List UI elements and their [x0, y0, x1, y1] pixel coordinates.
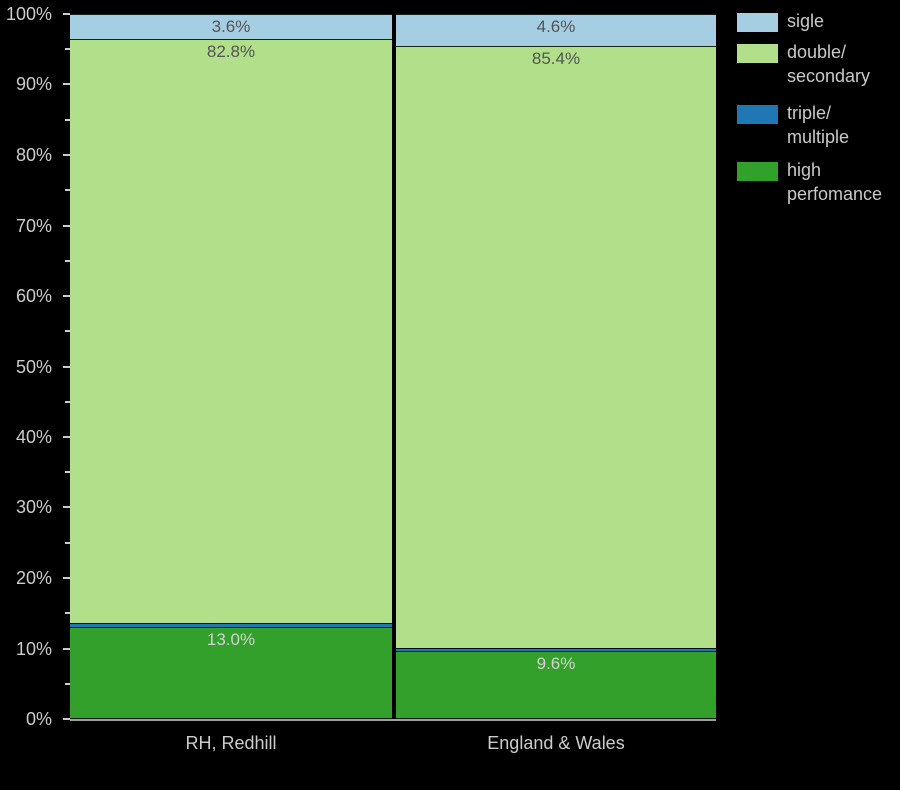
y-axis-major-tick — [63, 13, 70, 15]
stacked-bar-rh-redhill: 3.6% 82.8% 13.0% — [70, 14, 392, 719]
y-axis-minor-tick — [65, 471, 70, 473]
legend-label: double/ secondary — [787, 42, 871, 86]
y-axis-minor-tick — [65, 542, 70, 544]
y-axis-major-tick — [63, 648, 70, 650]
bar-segment-high-perfomance-rh-redhill: 13.0% — [70, 627, 392, 719]
bar-segment-triple-multiple-england-wales — [396, 648, 716, 652]
y-axis-major-tick — [63, 83, 70, 85]
y-axis-major-tick — [63, 718, 70, 720]
y-axis-tick-label: 70% — [15, 216, 52, 236]
x-axis-category-label-rh-redhill: RH, Redhill — [185, 733, 277, 753]
bar-segment-sigle-rh-redhill: 3.6% — [70, 14, 392, 40]
bar-value-label: 4.6% — [536, 17, 576, 36]
y-axis-major-tick — [63, 506, 70, 508]
stacked-bar-england-wales: 4.6% 85.4% 9.6% — [396, 14, 716, 719]
y-axis-minor-tick — [65, 48, 70, 50]
legend-label: sigle — [787, 11, 825, 31]
x-axis-line — [70, 719, 716, 721]
bar-segment-triple-multiple-rh-redhill — [70, 623, 392, 628]
y-axis-minor-tick — [65, 119, 70, 121]
y-axis-tick-label: 90% — [15, 74, 52, 94]
x-axis-category-label-england-wales: England & Wales — [487, 733, 625, 753]
y-axis-tick-label: 50% — [15, 357, 52, 377]
y-axis-tick-label: 20% — [15, 568, 52, 588]
bar-segment-double-secondary-england-wales: 85.4% — [396, 46, 716, 649]
y-axis-minor-tick — [65, 401, 70, 403]
y-axis-major-tick — [63, 577, 70, 579]
y-axis-minor-tick — [65, 260, 70, 262]
plot-area: 3.6% 82.8% 13.0% 4.6% 85.4% 9.6% — [70, 14, 716, 721]
bar-segment-double-secondary-rh-redhill: 82.8% — [70, 39, 392, 624]
y-axis-tick-label: 100% — [5, 4, 52, 24]
y-axis-tick-label: 0% — [25, 709, 52, 729]
y-axis-major-tick — [63, 295, 70, 297]
y-axis-minor-tick — [65, 683, 70, 685]
y-axis-minor-tick — [65, 189, 70, 191]
legend-item-triple-multiple: triple/ multiple — [737, 103, 850, 149]
legend-label: high perfomance — [787, 160, 883, 204]
bar-value-label: 3.6% — [211, 17, 251, 36]
legend-label: triple/ multiple — [787, 103, 850, 147]
y-axis-major-tick — [63, 225, 70, 227]
bar-segment-sigle-england-wales: 4.6% — [396, 14, 716, 47]
bar-segment-high-perfomance-england-wales: 9.6% — [396, 651, 716, 719]
legend-swatch-sigle — [737, 13, 778, 32]
y-axis-tick-label: 60% — [15, 286, 52, 306]
y-axis-major-tick — [63, 366, 70, 368]
legend-item-sigle: sigle — [737, 11, 825, 33]
bar-value-label: 13.0% — [206, 630, 256, 650]
y-axis-major-tick — [63, 436, 70, 438]
bar-value-label: 85.4% — [531, 49, 581, 69]
legend-swatch-double-secondary — [737, 44, 778, 63]
legend-swatch-high-perfomance — [737, 162, 778, 181]
y-axis-tick-label: 10% — [15, 639, 52, 659]
y-axis-tick-label: 40% — [15, 427, 52, 447]
y-axis-major-tick — [63, 154, 70, 156]
y-axis-tick-label: 30% — [15, 497, 52, 517]
y-axis-minor-tick — [65, 330, 70, 332]
bar-value-label: 9.6% — [536, 654, 576, 674]
legend-swatch-triple-multiple — [737, 105, 778, 124]
legend-item-double-secondary: double/ secondary — [737, 42, 871, 88]
bar-value-label: 82.8% — [206, 42, 256, 62]
legend-item-high-perfomance: high perfomance — [737, 160, 883, 206]
y-axis-tick-label: 80% — [15, 145, 52, 165]
y-axis-minor-tick — [65, 612, 70, 614]
